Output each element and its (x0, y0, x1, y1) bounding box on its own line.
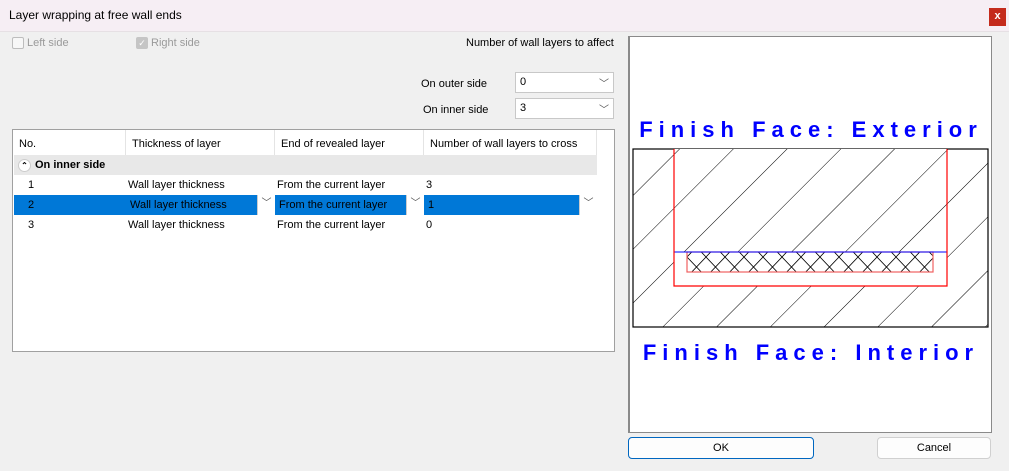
chevron-down-icon[interactable]: ﹀ (406, 195, 424, 215)
chevron-down-icon[interactable]: ﹀ (579, 195, 597, 215)
column-header-cross[interactable]: Number of wall layers to cross (424, 130, 597, 155)
chevron-down-icon: ﹀ (599, 79, 609, 90)
table-row[interactable]: 3 Wall layer thickness From the current … (14, 215, 597, 235)
wall-preview: Finish Face: Exterior Finish Face: Inter… (628, 36, 992, 433)
right-side-label: Right side (151, 37, 200, 49)
right-side-checkbox[interactable]: ✓ Right side (136, 37, 200, 49)
red-outline (673, 149, 948, 287)
outer-side-value: 0 (520, 76, 527, 88)
window-title: Layer wrapping at free wall ends (9, 8, 182, 22)
ok-button[interactable]: OK (628, 437, 814, 459)
left-side-label: Left side (27, 37, 69, 49)
crosshatch-layer (686, 251, 934, 273)
cell-no: 2 (28, 199, 35, 211)
checkbox-icon (12, 37, 24, 49)
inner-side-label: On inner side (423, 104, 489, 116)
inner-side-select[interactable]: 3 ﹀ (515, 98, 614, 119)
outer-side-label: On outer side (421, 78, 488, 90)
cross-select[interactable]: 1 (428, 199, 435, 211)
left-side-checkbox[interactable]: Left side (12, 37, 69, 49)
column-header-thickness[interactable]: Thickness of layer (126, 130, 275, 155)
interior-label: Finish Face: Interior (643, 340, 979, 365)
chevron-down-icon[interactable]: ﹀ (257, 195, 275, 215)
collapse-icon[interactable]: ⌃ (18, 158, 31, 172)
cell-end: From the current layer (277, 179, 386, 191)
cell-no: 1 (28, 179, 35, 191)
inner-side-value: 3 (520, 102, 527, 114)
cell-cross: 0 (426, 219, 433, 231)
cancel-button[interactable]: Cancel (877, 437, 991, 459)
affect-heading: Number of wall layers to affect (466, 37, 614, 49)
checkmark-icon: ✓ (136, 37, 148, 49)
outer-side-select[interactable]: 0 ﹀ (515, 72, 614, 93)
cell-cross: 3 (426, 179, 433, 191)
wall-diagram: Finish Face: Exterior Finish Face: Inter… (632, 117, 989, 365)
cell-thickness: Wall layer thickness (128, 179, 225, 191)
thickness-select[interactable]: Wall layer thickness (130, 199, 227, 211)
table-row-selected[interactable]: 2 Wall layer thickness ﹀ From the curren… (14, 195, 597, 215)
table-row[interactable]: 1 Wall layer thickness From the current … (14, 175, 597, 195)
chevron-down-icon: ﹀ (599, 105, 609, 116)
cell-thickness: Wall layer thickness (128, 219, 225, 231)
cell-no: 3 (28, 219, 35, 231)
exterior-label: Finish Face: Exterior (639, 117, 983, 142)
cell-end: From the current layer (277, 219, 386, 231)
layers-table: No. Thickness of layer End of revealed l… (12, 129, 615, 352)
title-bar (0, 0, 1009, 32)
end-select[interactable]: From the current layer (279, 199, 388, 211)
close-button[interactable]: x (989, 8, 1006, 26)
column-header-no[interactable]: No. (13, 130, 126, 155)
group-label: On inner side (35, 159, 106, 171)
wrap-hatch (674, 149, 947, 252)
group-row-inner-side[interactable]: ⌃ On inner side (14, 155, 597, 175)
column-header-end[interactable]: End of revealed layer (275, 130, 424, 155)
